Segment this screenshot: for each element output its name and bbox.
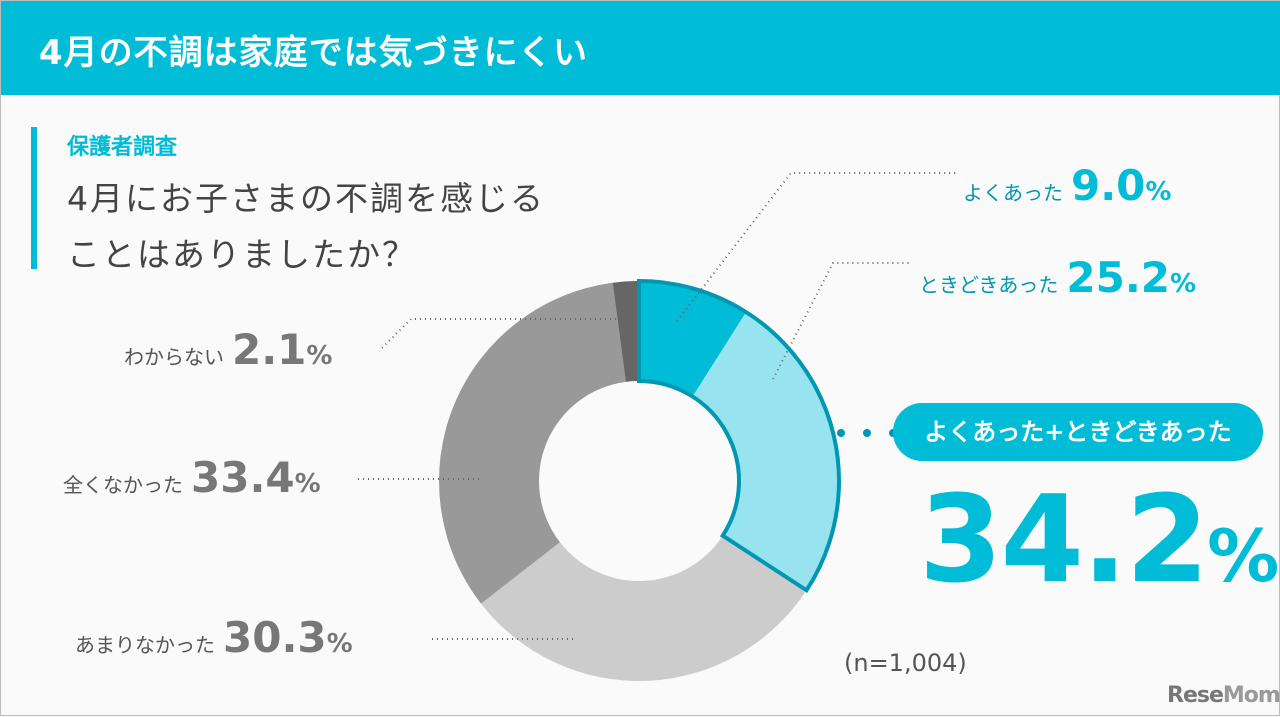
label-unknown: わからない 2.1% — [124, 325, 333, 374]
highlight-outline — [637, 278, 841, 594]
donut-slice-3 — [438, 282, 626, 604]
donut-slice-4 — [612, 281, 639, 382]
label-sometimes: ときどきあった 25.2% — [919, 253, 1197, 302]
survey-label: 保護者調査 — [67, 135, 178, 160]
label-never: 全くなかった 33.4% — [63, 453, 321, 502]
sample-size: (n=1,004) — [844, 649, 967, 677]
leader-sometimes — [772, 262, 911, 380]
header-banner: 4月の不調は家庭では気づきにくい — [1, 1, 1280, 95]
combined-value: 34.2% — [919, 471, 1280, 610]
connector-dot-0 — [837, 429, 845, 437]
question: 4月にお子さまの不調を感じる ことはありましたか？ — [67, 171, 545, 283]
combined-label: よくあった+ときどきあった — [893, 403, 1263, 461]
page-title: 4月の不調は家庭では気づきにくい — [39, 33, 588, 73]
leader-unknown — [378, 318, 621, 352]
donut-slice-0 — [639, 281, 747, 397]
question-line-1: 4月にお子さまの不調を感じる — [67, 179, 545, 218]
resemom-logo: ReseMom — [1167, 683, 1280, 708]
accent-bar — [31, 127, 37, 269]
donut-slice-2 — [480, 535, 807, 681]
question-line-2: ことはありましたか？ — [67, 235, 417, 274]
label-often: よくあった 9.0% — [963, 161, 1172, 210]
donut-slice-1 — [692, 312, 839, 591]
label-rarely: あまりなかった 30.3% — [75, 613, 353, 662]
connector-dot-1 — [863, 429, 871, 437]
